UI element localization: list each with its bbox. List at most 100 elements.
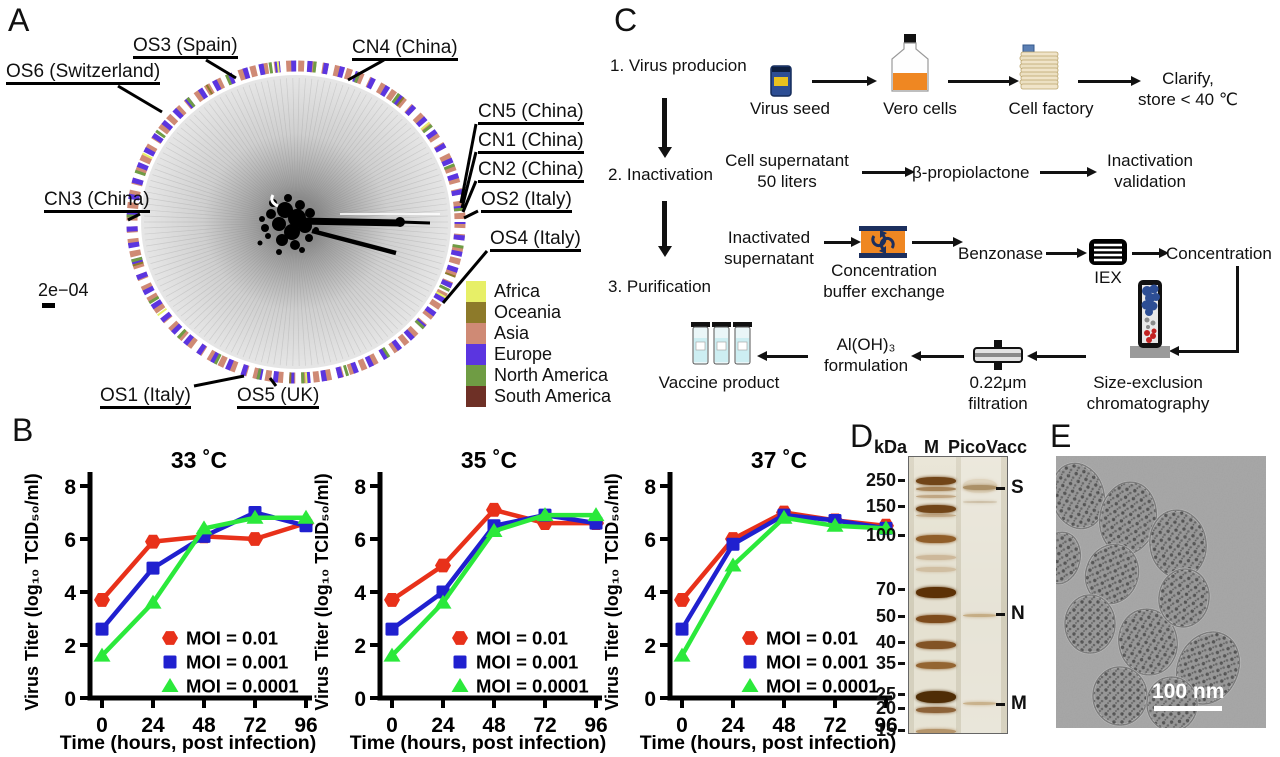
arrow-seed-to-vero	[812, 80, 868, 83]
kda-tick	[898, 504, 905, 508]
panel-b-label: B	[12, 412, 34, 448]
em-scale-bar	[1154, 706, 1222, 711]
kda-20: 20	[846, 698, 905, 718]
sds-page-gel	[908, 456, 1008, 734]
gel-kda-header: kDa	[874, 437, 908, 457]
svg-text:48: 48	[192, 714, 216, 737]
legend-label: Oceania	[494, 302, 562, 322]
svg-text:MOI = 0.001: MOI = 0.001	[186, 652, 288, 673]
svg-text:24: 24	[721, 714, 745, 737]
arrow-vero-to-factory	[948, 80, 1010, 83]
svg-text:37 ˚C: 37 ˚C	[751, 447, 807, 473]
gel-band	[916, 615, 956, 623]
legend-item-oceania: Oceania	[466, 302, 611, 323]
tree-scale-label: 2e−04	[38, 280, 89, 300]
svg-text:72: 72	[533, 714, 556, 737]
kda-tick	[898, 478, 905, 482]
gel-lane-picovacc	[961, 457, 1001, 733]
taxa-label-os1: OS1 (Italy)	[100, 386, 191, 409]
kda-25: 25	[846, 684, 905, 704]
vero-cells-bottle-icon	[891, 34, 929, 92]
arrow-filtration-to-alum	[920, 355, 964, 358]
gel-band	[963, 485, 997, 490]
arrow-concentration-to-sec	[1178, 350, 1239, 353]
legend-label: Europe	[494, 344, 553, 364]
taxa-label-os2: OS2 (Italy)	[481, 190, 572, 213]
protein-tick	[996, 486, 1005, 490]
taxa-label-os3: OS3 (Spain)	[133, 36, 238, 59]
africa-swatch	[466, 281, 486, 302]
step-1-label: 1. Virus producion	[610, 56, 747, 75]
inactivation-validation-node: Inactivation validation	[1107, 151, 1193, 192]
svg-text:24: 24	[431, 714, 455, 737]
gel-band	[963, 501, 997, 503]
svg-text:MOI = 0.0001: MOI = 0.0001	[476, 676, 589, 697]
taxa-label-cn3: CN3 (China)	[44, 190, 150, 213]
protein-label-s: S	[996, 477, 1024, 499]
gel-bands	[909, 457, 1007, 733]
gel-band	[963, 702, 997, 705]
arrow-sec-to-filtration	[1036, 355, 1086, 358]
arrow-iex-to-concentration	[1132, 252, 1160, 255]
connector-concentration-down	[1236, 266, 1239, 352]
iex-column-icon	[1089, 239, 1127, 265]
phylogenetic-tree	[117, 58, 489, 388]
taxa-label-cn2: CN2 (China)	[478, 160, 584, 183]
arrow-supernatant-to-bpl	[862, 171, 906, 174]
vero-cells-caption: Vero cells	[883, 99, 957, 118]
svg-text:0: 0	[354, 688, 366, 711]
legend-item-south-america: South America	[466, 386, 611, 407]
svg-text:96: 96	[294, 714, 317, 737]
taxa-label-os5: OS5 (UK)	[237, 386, 320, 409]
svg-text:Virus Titer (log₁₀ TCID₅₀/ml): Virus Titer (log₁₀ TCID₅₀/ml)	[312, 473, 332, 710]
gel-band	[916, 477, 956, 485]
svg-text:Virus Titer (log₁₀ TCID₅₀/ml): Virus Titer (log₁₀ TCID₅₀/ml)	[22, 473, 42, 710]
arrow-step1-to-step2	[662, 98, 667, 148]
svg-text:8: 8	[64, 476, 76, 499]
tree-scale-bar	[42, 303, 55, 308]
taxa-label-os6: OS6 (Switzerland)	[6, 62, 161, 85]
concentration-node: Concentration	[1166, 244, 1272, 263]
svg-text:33 ˚C: 33 ˚C	[171, 447, 227, 473]
em-field: 100 nm	[1056, 456, 1266, 728]
kda-tick	[898, 692, 905, 696]
legend-label: Africa	[494, 281, 541, 301]
svg-text:MOI = 0.0001: MOI = 0.0001	[766, 676, 879, 697]
svg-text:Time (hours, post infection): Time (hours, post infection)	[60, 732, 316, 754]
kda-50: 50	[846, 606, 905, 626]
step-3-label: 3. Purification	[608, 277, 711, 296]
north-america-swatch	[466, 365, 486, 386]
svg-text:48: 48	[772, 714, 796, 737]
svg-text:0: 0	[676, 714, 688, 737]
svg-text:8: 8	[644, 476, 656, 499]
svg-text:0: 0	[644, 688, 656, 711]
europe-swatch	[466, 344, 486, 365]
kda-tick	[898, 661, 905, 665]
beta-propiolactone-node: β-propiolactone	[912, 163, 1030, 182]
em-grain-overlay	[1056, 456, 1266, 728]
svg-text:0: 0	[386, 714, 398, 737]
gel-band	[916, 641, 956, 649]
svg-text:MOI = 0.01: MOI = 0.01	[766, 628, 858, 649]
legend-item-asia: Asia	[466, 323, 611, 344]
clarify-store-node: Clarify, store < 40 ℃	[1138, 69, 1238, 110]
kda-15: 15	[846, 720, 905, 740]
svg-text:6: 6	[354, 529, 366, 552]
arrow-to-benzonase	[912, 241, 954, 244]
iex-caption: IEX	[1094, 268, 1122, 287]
svg-text:6: 6	[644, 529, 656, 552]
filtration-caption: 0.22μm filtration	[968, 373, 1028, 414]
legend-item-africa: Africa	[466, 281, 611, 302]
kda-40: 40	[846, 632, 905, 652]
kda-35: 35	[846, 653, 905, 673]
svg-text:2: 2	[644, 635, 656, 658]
gel-band	[916, 487, 956, 491]
protein-tick	[996, 612, 1005, 616]
legend-item-europe: Europe	[466, 344, 611, 365]
gel-band	[916, 691, 956, 703]
gel-lane-picovacc-header: PicoVacc	[948, 437, 1028, 457]
arrow-to-iex	[1046, 252, 1078, 255]
svg-text:Virus Titer (log₁₀ TCID₅₀/ml): Virus Titer (log₁₀ TCID₅₀/ml)	[602, 473, 622, 710]
arrow-bpl-to-validation	[1040, 171, 1088, 174]
